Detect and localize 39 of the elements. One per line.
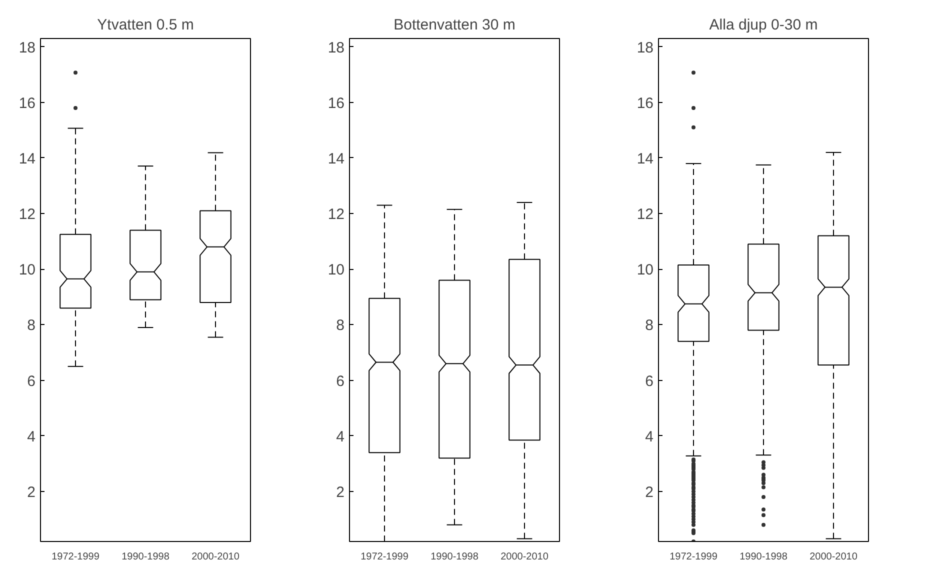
y-tick-label: 4 bbox=[27, 428, 36, 446]
y-tick-label: 18 bbox=[328, 39, 345, 56]
y-tick-label: 2 bbox=[336, 484, 344, 501]
y-tick-label: 10 bbox=[636, 262, 654, 279]
y-tick-label: 10 bbox=[18, 262, 36, 279]
y-tick-label: 12 bbox=[328, 206, 345, 224]
y-tick-label: 14 bbox=[18, 150, 36, 168]
x-tick-label: 1990-1998 bbox=[122, 552, 170, 562]
x-tick-label: 2000-2010 bbox=[192, 552, 240, 562]
y-tick-label: 6 bbox=[645, 372, 654, 390]
x-tick-label: 1972-1999 bbox=[670, 552, 718, 562]
y-tick-label: 4 bbox=[645, 428, 654, 446]
y-tick-label: 12 bbox=[18, 206, 36, 224]
x-tick-label: 2000-2010 bbox=[810, 552, 858, 562]
x-tick-label: 1972-1999 bbox=[52, 552, 100, 562]
y-tick-label: 2 bbox=[27, 484, 36, 501]
y-tick-label: 8 bbox=[336, 317, 344, 334]
y-tick-label: 8 bbox=[27, 317, 36, 334]
x-tick-label: 2000-2010 bbox=[500, 552, 549, 562]
y-tick-label: 6 bbox=[336, 372, 344, 390]
y-tick-label: 12 bbox=[636, 206, 654, 224]
x-tick-label: 1972-1999 bbox=[360, 552, 409, 562]
y-tick-label: 18 bbox=[18, 39, 36, 56]
y-tick-label: 14 bbox=[636, 150, 654, 168]
y-tick-label: 4 bbox=[336, 428, 344, 446]
chart-title: Alla djup 0-30 m bbox=[709, 16, 818, 34]
y-tick-label: 16 bbox=[328, 94, 345, 112]
y-tick-label: 16 bbox=[18, 94, 36, 112]
y-tick-label: 18 bbox=[636, 39, 654, 56]
chart-title: Bottenvatten 30 m bbox=[394, 16, 516, 34]
y-tick-label: 16 bbox=[636, 94, 654, 112]
x-tick-label: 1990-1998 bbox=[430, 552, 479, 562]
y-tick-label: 6 bbox=[27, 372, 36, 390]
chart-title: Ytvatten 0.5 m bbox=[97, 16, 194, 34]
y-tick-label: 10 bbox=[328, 262, 345, 279]
x-tick-label: 1990-1998 bbox=[740, 552, 788, 562]
y-tick-label: 2 bbox=[645, 484, 654, 501]
y-tick-label: 14 bbox=[328, 150, 345, 168]
y-tick-label: 8 bbox=[645, 317, 654, 334]
